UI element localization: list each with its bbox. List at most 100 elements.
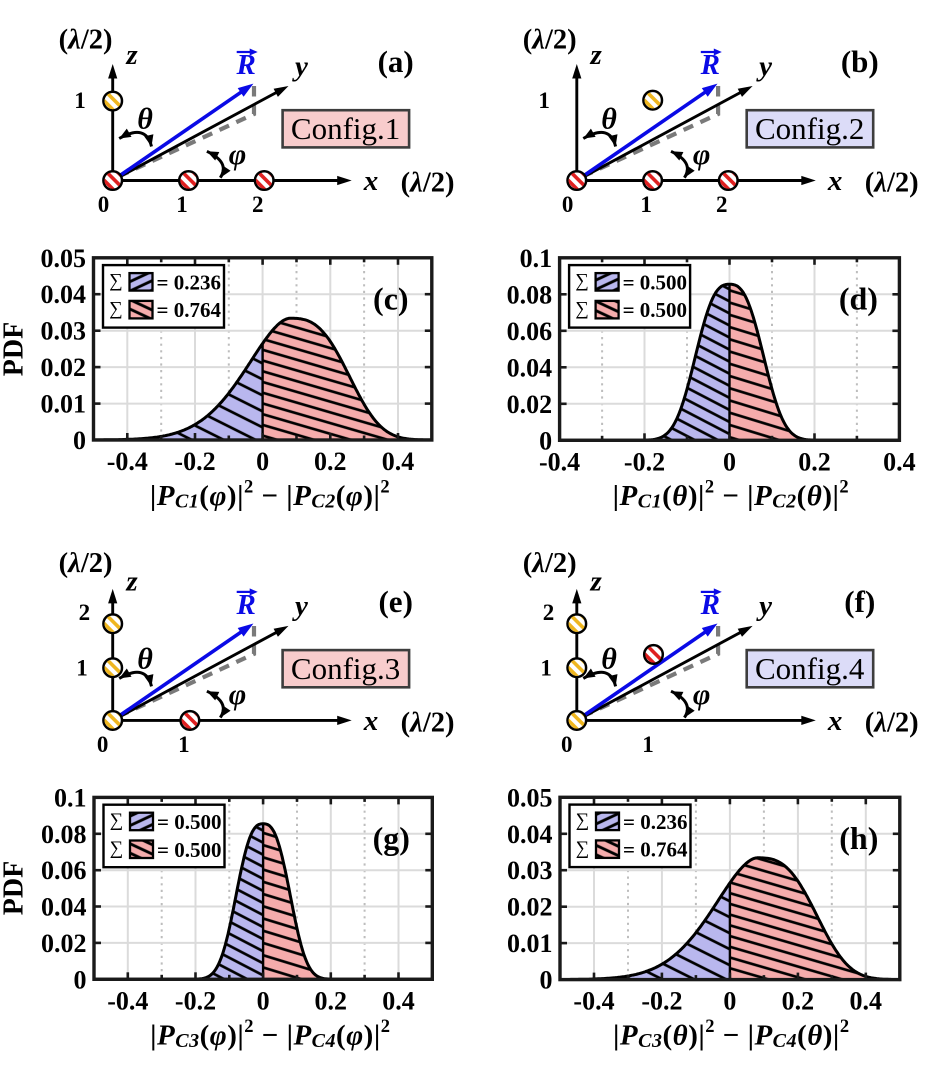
svg-text:-0.2: -0.2 <box>174 447 215 476</box>
svg-text:|PC3(θ)|2 − |PC4(θ)|2: |PC3(θ)|2 − |PC4(θ)|2 <box>613 1017 850 1052</box>
svg-text:0.4: 0.4 <box>883 447 916 476</box>
svg-text:2: 2 <box>252 192 264 217</box>
svg-text:(λ/2): (λ/2) <box>523 25 577 56</box>
svg-text:1: 1 <box>74 88 86 113</box>
svg-text:0.2: 0.2 <box>798 447 831 476</box>
svg-text:y: y <box>292 50 308 82</box>
svg-text:Config.3: Config.3 <box>291 651 400 686</box>
svg-text:0: 0 <box>257 986 270 1015</box>
svg-text:Config.1: Config.1 <box>291 111 400 146</box>
svg-text:0: 0 <box>561 732 573 757</box>
svg-text:0.04: 0.04 <box>507 353 553 382</box>
svg-text:(h): (h) <box>839 820 878 856</box>
svg-text:0.2: 0.2 <box>782 987 815 1016</box>
svg-text:R: R <box>236 49 256 81</box>
svg-text:1: 1 <box>538 88 550 113</box>
svg-text:0.02: 0.02 <box>41 929 87 958</box>
svg-text:= 0.236: = 0.236 <box>157 270 221 294</box>
svg-text:∑: ∑ <box>575 271 589 292</box>
svg-text:φ: φ <box>229 678 247 711</box>
svg-text:(e): (e) <box>378 584 412 619</box>
svg-text:Config.2: Config.2 <box>755 111 864 146</box>
svg-text:R: R <box>700 49 720 81</box>
svg-text:0.2: 0.2 <box>315 986 348 1015</box>
svg-text:1: 1 <box>642 732 654 757</box>
svg-text:(a): (a) <box>378 44 414 79</box>
svg-text:z: z <box>125 39 138 71</box>
svg-text:(λ/2): (λ/2) <box>401 168 455 199</box>
svg-text:-0.4: -0.4 <box>107 447 148 476</box>
svg-text:(λ/2): (λ/2) <box>59 25 113 56</box>
svg-text:x: x <box>363 705 379 737</box>
svg-text:0.02: 0.02 <box>507 893 553 922</box>
svg-text:PDF: PDF <box>0 861 30 915</box>
svg-text:(b): (b) <box>841 44 879 79</box>
svg-text:θ: θ <box>137 103 153 136</box>
svg-text:0.2: 0.2 <box>314 447 347 476</box>
svg-text:∑: ∑ <box>575 298 589 319</box>
svg-text:0: 0 <box>98 192 110 217</box>
svg-text:0.01: 0.01 <box>507 929 553 958</box>
svg-text:0.05: 0.05 <box>41 244 87 273</box>
svg-text:|PC1(φ)|2 − |PC2(φ)|2: |PC1(φ)|2 − |PC2(φ)|2 <box>150 478 390 513</box>
svg-text:0.08: 0.08 <box>41 820 87 849</box>
svg-text:= 0.500: = 0.500 <box>157 838 221 862</box>
svg-text:1: 1 <box>640 192 652 217</box>
svg-text:0.02: 0.02 <box>41 353 87 382</box>
svg-text:φ: φ <box>229 138 247 171</box>
svg-text:R: R <box>700 589 720 621</box>
svg-text:0.1: 0.1 <box>520 244 553 273</box>
svg-text:(c): (c) <box>373 280 409 316</box>
svg-text:0.02: 0.02 <box>507 390 553 419</box>
svg-text:PDF: PDF <box>0 322 30 376</box>
svg-text:0.03: 0.03 <box>507 856 553 885</box>
svg-text:1: 1 <box>178 732 190 757</box>
svg-text:∑: ∑ <box>576 838 590 859</box>
svg-text:= 0.236: = 0.236 <box>623 810 687 834</box>
svg-text:R: R <box>236 589 256 621</box>
svg-text:Config.4: Config.4 <box>755 651 865 686</box>
svg-text:z: z <box>125 565 138 597</box>
svg-text:z: z <box>589 39 602 71</box>
svg-text:0: 0 <box>74 965 87 994</box>
svg-text:0: 0 <box>723 447 736 476</box>
svg-text:0: 0 <box>97 732 109 757</box>
svg-text:0.04: 0.04 <box>41 893 87 922</box>
svg-text:0: 0 <box>540 966 553 995</box>
svg-text:|PC1(θ)|2 − |PC2(θ)|2: |PC1(θ)|2 − |PC2(θ)|2 <box>613 478 850 513</box>
svg-text:2: 2 <box>543 600 555 625</box>
svg-text:0: 0 <box>73 426 86 455</box>
svg-text:1: 1 <box>176 192 188 217</box>
svg-text:-0.4: -0.4 <box>107 986 148 1015</box>
svg-text:-0.2: -0.2 <box>175 986 216 1015</box>
svg-text:0.03: 0.03 <box>41 317 87 346</box>
svg-text:θ: θ <box>601 643 617 676</box>
svg-text:y: y <box>756 590 772 622</box>
svg-text:0.1: 0.1 <box>54 783 87 812</box>
svg-text:(g): (g) <box>373 820 410 856</box>
svg-text:0: 0 <box>256 447 269 476</box>
svg-text:y: y <box>292 590 308 622</box>
svg-text:(d): (d) <box>839 280 878 316</box>
svg-text:z: z <box>589 565 602 597</box>
svg-text:0.4: 0.4 <box>382 986 415 1015</box>
svg-text:= 0.500: = 0.500 <box>623 298 687 322</box>
svg-text:|PC3(φ)|2 − |PC4(φ)|2: |PC3(φ)|2 − |PC4(φ)|2 <box>150 1017 390 1052</box>
svg-text:∑: ∑ <box>110 838 124 859</box>
svg-text:(λ/2): (λ/2) <box>59 548 113 579</box>
svg-text:0.04: 0.04 <box>41 280 87 309</box>
svg-text:φ: φ <box>693 678 711 711</box>
svg-text:x: x <box>827 165 843 197</box>
svg-text:1: 1 <box>540 656 552 681</box>
svg-text:∑: ∑ <box>109 271 123 292</box>
svg-text:0.04: 0.04 <box>507 820 553 849</box>
svg-text:0.4: 0.4 <box>382 447 415 476</box>
svg-text:-0.4: -0.4 <box>539 447 580 476</box>
svg-text:(λ/2): (λ/2) <box>523 548 577 579</box>
svg-text:y: y <box>756 50 772 82</box>
svg-text:0: 0 <box>539 426 552 455</box>
svg-text:0: 0 <box>723 987 736 1016</box>
svg-text:0.4: 0.4 <box>850 987 883 1016</box>
svg-text:2: 2 <box>79 600 91 625</box>
svg-text:= 0.764: = 0.764 <box>623 838 688 862</box>
